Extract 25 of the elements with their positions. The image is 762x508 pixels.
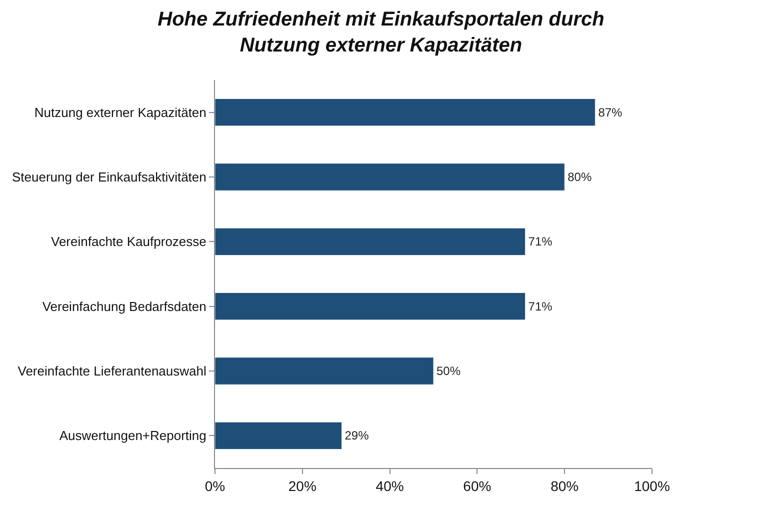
chart-title: Hohe Zufriedenheit mit Einkaufsportalen durch Nutzung externer Kapazitäten <box>158 8 604 56</box>
y-tick-label: Steuerung der Einkaufsaktivitäten <box>12 170 206 185</box>
data-label: 29% <box>344 428 370 443</box>
x-tick-label: 0% <box>204 478 226 494</box>
y-tick-label: Nutzung externer Kapazitäten <box>34 104 206 120</box>
bar <box>215 357 434 385</box>
bar <box>215 228 526 256</box>
bar <box>215 98 596 126</box>
data-label: 50% <box>436 364 461 378</box>
bar <box>215 163 565 191</box>
x-tick-label: 20% <box>288 478 316 494</box>
x-tick-label: 40% <box>376 478 404 494</box>
data-label: 80% <box>568 170 592 184</box>
bar <box>215 292 526 320</box>
data-label: 87% <box>598 105 623 120</box>
x-tick-label: 80% <box>550 478 579 494</box>
x-tick-label: 100% <box>634 478 670 494</box>
x-tick-label: 60% <box>463 478 492 494</box>
bar <box>215 422 342 450</box>
data-label: 71% <box>528 234 553 249</box>
y-tick-label: Vereinfachung Bedarfsdaten <box>42 298 206 314</box>
y-tick-label: Vereinfachte Lieferantenauswahl <box>18 364 207 379</box>
y-tick-label: Vereinfachte Kaufprozesse <box>51 234 206 250</box>
data-label: 71% <box>528 299 553 314</box>
y-tick-label: Auswertungen+Reporting <box>59 428 206 444</box>
